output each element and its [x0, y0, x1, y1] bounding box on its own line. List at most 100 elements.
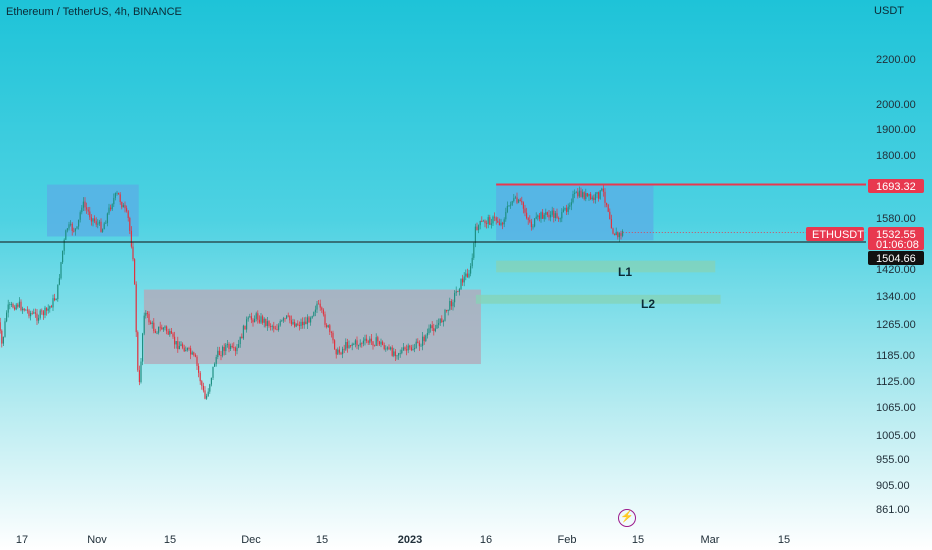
candle-body [580, 190, 582, 197]
candle-body [617, 232, 619, 238]
candle-body [0, 322, 1, 331]
candle-body [135, 284, 137, 333]
candle-body [569, 205, 571, 207]
candle-body [526, 212, 528, 219]
candle-body [278, 325, 280, 330]
crosshair-price-label: 1504.66 [876, 253, 916, 265]
candle-body [356, 340, 358, 346]
candle-body [358, 345, 360, 347]
candle-body [164, 326, 166, 328]
candle-body [146, 312, 148, 314]
candle-body [4, 321, 6, 337]
candle-body [129, 217, 131, 231]
candle-body [404, 347, 406, 350]
candle-body [127, 211, 129, 218]
candle-body [465, 273, 467, 277]
candle-body [1, 330, 3, 344]
price-tick: 1800.00 [876, 150, 916, 162]
price-tick: 905.00 [876, 480, 910, 492]
candle-body [9, 304, 11, 306]
time-tick: Nov [87, 534, 107, 546]
zone-l2-rect[interactable] [475, 294, 721, 304]
candle-body [383, 345, 385, 350]
price-tick: 1005.00 [876, 430, 916, 442]
candle-body [154, 331, 156, 333]
candle-body [207, 391, 209, 396]
candle-body [345, 342, 347, 350]
candle-body [26, 309, 28, 311]
candle-body [214, 363, 216, 367]
candle-body [74, 228, 76, 232]
candle-body [322, 309, 324, 315]
candle-body [247, 317, 249, 320]
candle-body [257, 313, 259, 320]
candle-body [519, 199, 521, 202]
candle-body [562, 209, 564, 213]
candle-body [604, 191, 606, 203]
range-box[interactable] [47, 184, 139, 237]
candle-body [62, 250, 64, 263]
range-box[interactable] [143, 289, 481, 365]
zone-l1-rect[interactable] [496, 260, 716, 273]
candle-body [610, 219, 612, 229]
candle-body [590, 193, 592, 200]
candle-body [370, 338, 372, 342]
candle-body [196, 356, 198, 366]
candle-body [588, 193, 590, 197]
candle-body [202, 385, 204, 391]
candle-body [337, 349, 339, 355]
candle-body [230, 345, 232, 350]
candle-body [572, 193, 574, 203]
last-price-tag [868, 227, 924, 250]
candle-body [388, 347, 390, 350]
candle-body [462, 278, 464, 283]
candle-body [407, 345, 409, 351]
candle-body [92, 218, 94, 222]
price-tick: 2000.00 [876, 99, 916, 111]
candle-body [385, 348, 387, 350]
candle-body [362, 340, 364, 344]
candle-body [276, 328, 278, 330]
candle-body [409, 345, 411, 348]
candle-body [473, 243, 475, 258]
time-tick: 15 [316, 534, 328, 546]
time-tick: 16 [480, 534, 492, 546]
candle-body [332, 332, 334, 341]
candle-body [145, 312, 147, 316]
candle-body [270, 326, 272, 327]
candle-body [81, 207, 83, 213]
candle-body [545, 212, 547, 215]
price-axis[interactable]: 2200.00 2000.00 1900.00 1800.00 1580.00 … [876, 54, 916, 516]
candle-body [6, 312, 8, 322]
candle-body [38, 317, 40, 321]
candle-body [570, 202, 572, 206]
candle-body [423, 336, 425, 341]
candle-body [434, 328, 436, 332]
candle-body [340, 352, 342, 355]
candle-body [47, 308, 49, 311]
candle-body [484, 220, 486, 224]
candle-body [178, 345, 180, 350]
candle-body [15, 304, 17, 310]
candle-body [279, 321, 281, 326]
lightning-icon[interactable]: ⚡ [618, 509, 636, 527]
candle-body [494, 216, 496, 218]
candle-body [417, 341, 419, 343]
symbol-tag-label: ETHUSDT [812, 229, 864, 241]
candle-body [460, 278, 462, 290]
candle-body [471, 257, 473, 267]
candle-body [452, 302, 454, 307]
candle-body [511, 201, 513, 205]
candle-body [252, 319, 254, 323]
time-axis[interactable]: 17 Nov 15 Dec 15 2023 16 Feb 15 Mar 15 [16, 534, 790, 546]
candle-body [191, 352, 193, 355]
price-tick: 1900.00 [876, 124, 916, 136]
candle-body [567, 206, 569, 212]
candle-body [538, 215, 540, 219]
candle-body [561, 212, 563, 219]
price-tick: 1125.00 [876, 376, 915, 388]
candle-body [222, 346, 224, 356]
last-price-label: 1532.55 [876, 229, 916, 241]
